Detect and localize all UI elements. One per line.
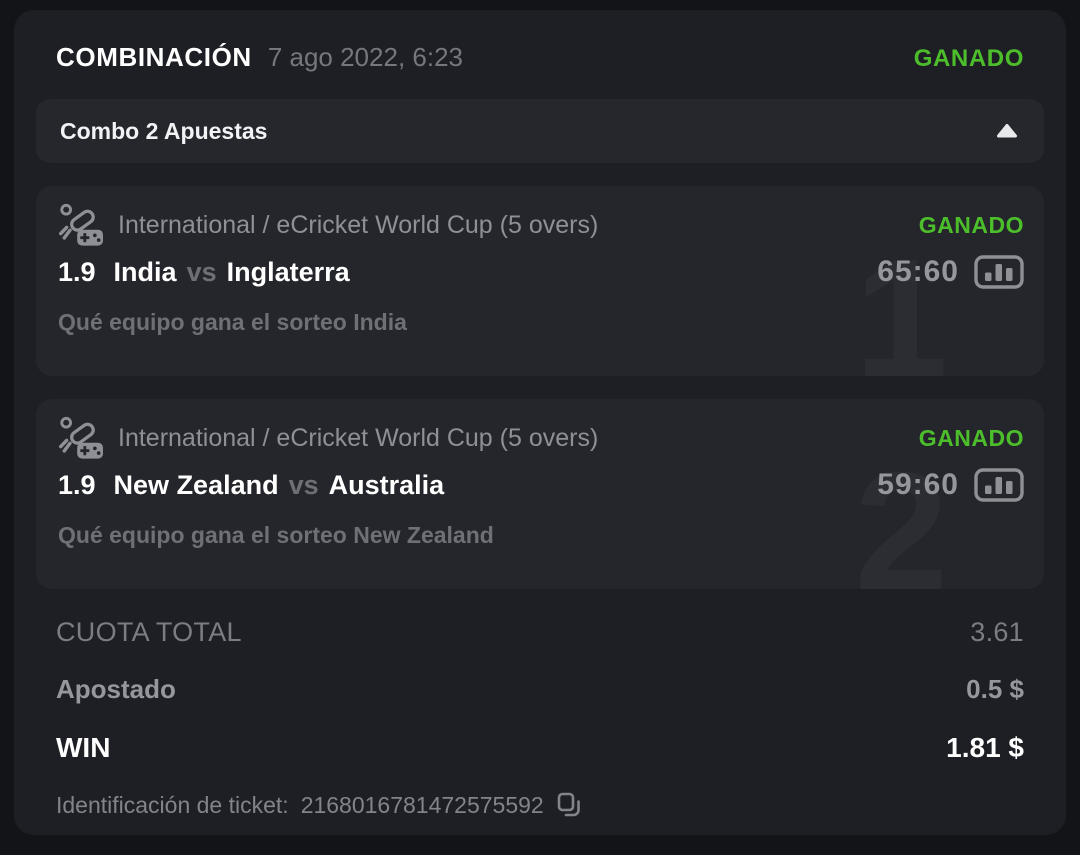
win-value: 1.81 $ [946,732,1024,763]
bar-chart-icon [974,468,1024,502]
ticket-header: COMBINACIÓN 7 ago 2022, 6:23 GANADO [14,10,1066,99]
market-label: Qué equipo gana el sorteo New Zealand [58,522,494,548]
bet-ticket-card: COMBINACIÓN 7 ago 2022, 6:23 GANADO Comb… [14,10,1066,835]
stats-button[interactable] [974,255,1024,289]
odds-value: 1.9 [58,469,96,500]
bet-league-row: International / eCricket World Cup (5 ov… [58,203,1024,247]
score-group: 65:60 [877,255,1024,289]
combo-toggle-bar[interactable]: Combo 2 Apuestas [36,99,1044,163]
ticket-id-value: 2168016781472575592 [300,791,544,818]
stake-value: 0.5 $ [966,674,1024,704]
bet-card-1: 1 International / eCricket World Cup (5 … [36,186,1044,376]
ticket-id-label: Identificación de ticket: [56,791,289,818]
total-odds-value: 3.61 [970,617,1024,647]
vs-label: vs [288,469,319,500]
ecricket-icon [58,203,104,247]
league-group: International / eCricket World Cup (5 ov… [58,203,598,247]
combo-label: Combo 2 Apuestas [60,117,268,144]
ticket-date: 7 ago 2022, 6:23 [267,42,463,72]
league-label: International / eCricket World Cup (5 ov… [118,423,599,452]
bet-card-2: 2 International / eCricket World Cup (5 … [36,399,1044,589]
total-odds-label: CUOTA TOTAL [56,617,242,647]
win-label: WIN [56,732,111,763]
league-label: International / eCricket World Cup (5 ov… [118,210,599,239]
away-team: Australia [328,469,445,500]
copy-icon [557,792,580,817]
bet-status-badge: GANADO [918,211,1024,238]
away-team: Inglaterra [226,256,350,287]
market-label: Qué equipo gana el sorteo India [58,309,407,335]
stats-button[interactable] [974,468,1024,502]
league-group: International / eCricket World Cup (5 ov… [58,416,598,460]
bet-status-badge: GANADO [918,424,1024,451]
score-value: 59:60 [877,468,959,501]
total-odds-row: CUOTA TOTAL 3.61 [56,617,1024,648]
bar-chart-icon [974,255,1024,289]
ticket-status-badge: GANADO [913,45,1024,72]
bet-league-row: International / eCricket World Cup (5 ov… [58,416,1024,460]
score-group: 59:60 [877,468,1024,502]
ticket-type-title: COMBINACIÓN [56,42,252,72]
ecricket-icon [58,416,104,460]
stake-label: Apostado [56,674,176,704]
bet-main-row: 1.9 New Zealand vs Australia 59:60 [58,468,1024,502]
home-team: India [113,256,177,287]
bet-main-row: 1.9 India vs Inglaterra 65:60 [58,255,1024,289]
ticket-id-row: Identificación de ticket: 21680167814725… [14,791,1066,819]
copy-button[interactable] [556,791,582,819]
odds-value: 1.9 [58,256,96,287]
home-team: New Zealand [113,469,279,500]
triangle-up-icon [996,123,1018,139]
score-value: 65:60 [877,255,959,288]
stake-row: Apostado 0.5 $ [56,674,1024,705]
ticket-summary: CUOTA TOTAL 3.61 Apostado 0.5 $ WIN 1.81… [14,617,1066,764]
vs-label: vs [186,256,217,287]
win-row: WIN 1.81 $ [56,732,1024,764]
